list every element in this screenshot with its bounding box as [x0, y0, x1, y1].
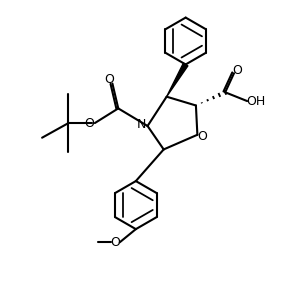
Text: O: O — [198, 130, 208, 143]
Text: N: N — [137, 118, 146, 131]
Text: O: O — [104, 73, 114, 86]
Text: O: O — [85, 117, 95, 130]
Text: OH: OH — [246, 95, 265, 108]
Polygon shape — [167, 63, 188, 97]
Text: O: O — [110, 236, 120, 249]
Text: O: O — [233, 64, 243, 77]
